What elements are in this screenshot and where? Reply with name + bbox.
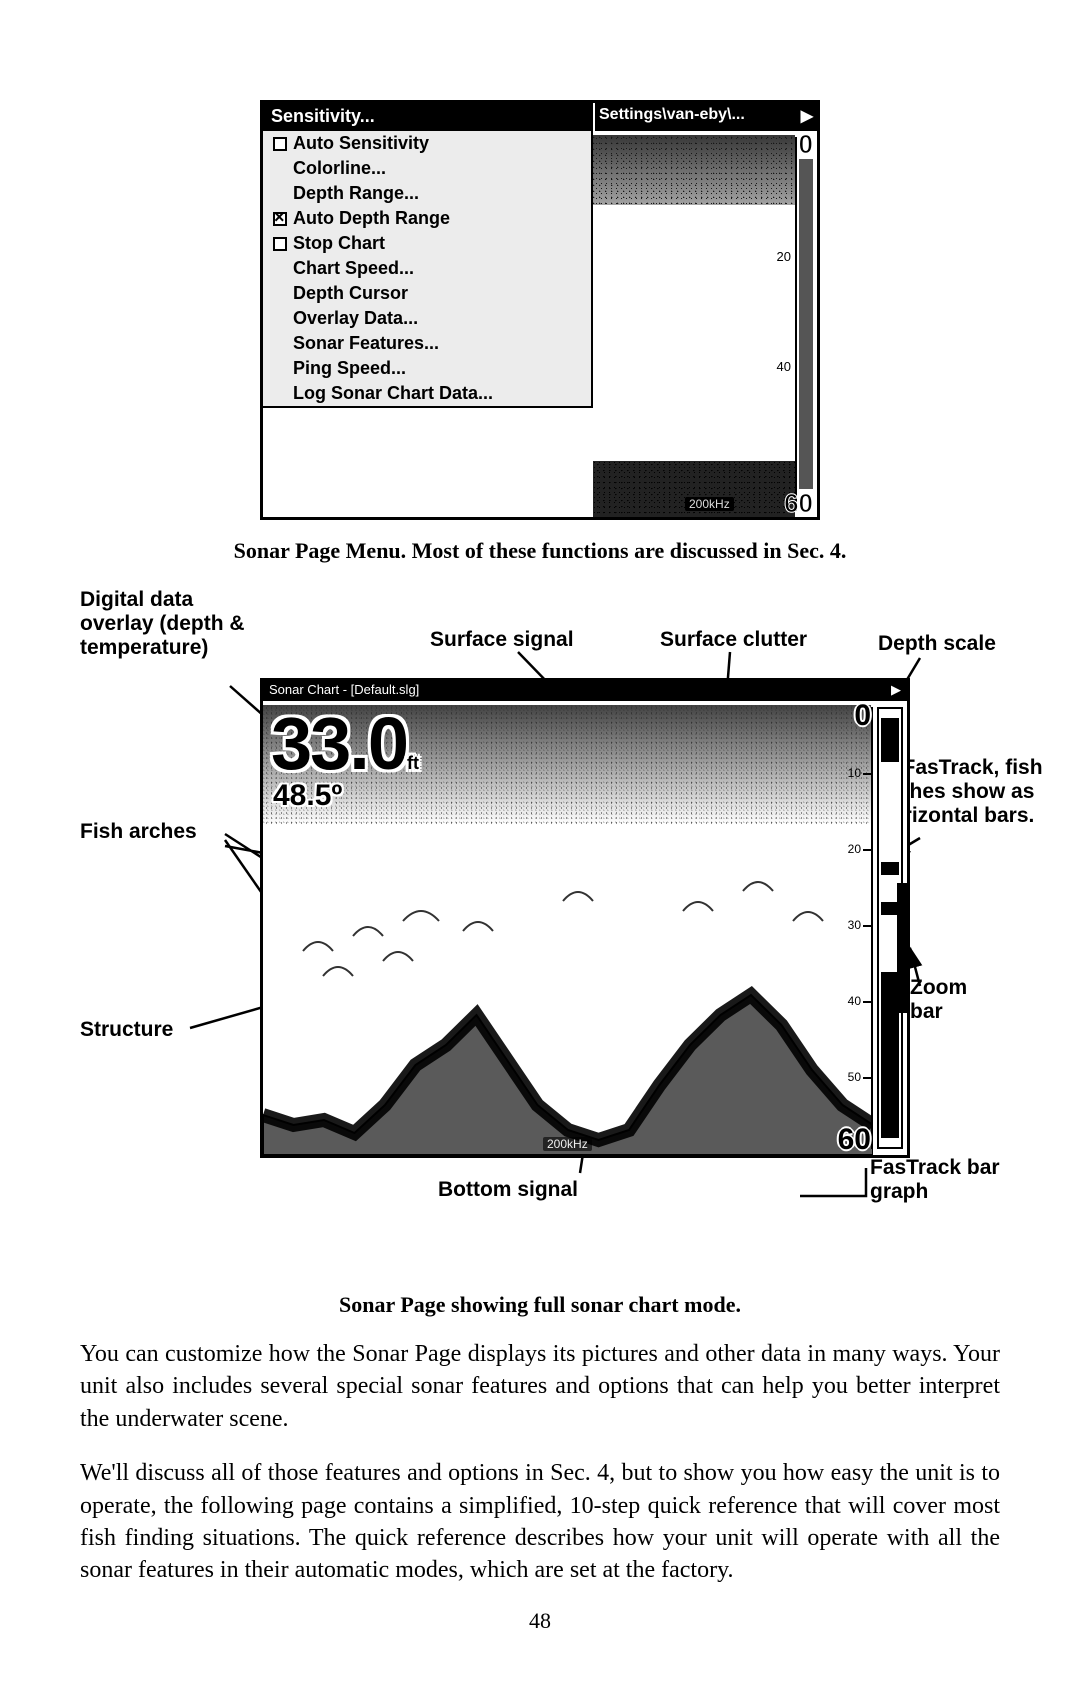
fig2-tick-label: 50 — [848, 1070, 861, 1084]
ann-bottom-signal: Bottom signal — [438, 1178, 578, 1202]
fig1-scale-40: 40 — [777, 359, 791, 374]
figure-1-wrap: Sensitivity... Settings\van-eby\... ▶ Au… — [260, 100, 820, 520]
fig1-menu-item[interactable]: Stop Chart — [263, 231, 591, 256]
fig1-menu-label: Sonar Features... — [293, 333, 439, 354]
fig2-body: 10 20 30 40 50 0 60 33.0ft 48.5º 200kHz — [263, 701, 907, 1155]
fig1-menu[interactable]: Auto Sensitivity Colorline... Depth Range.… — [263, 131, 593, 408]
fig1-right-bar — [799, 159, 813, 489]
fig2-khz-label: 200kHz — [543, 1137, 592, 1151]
fig1-titlebar: Sensitivity... Settings\van-eby\... ▶ — [263, 103, 817, 131]
menu-spacer — [273, 387, 287, 401]
fig1-menu-item[interactable]: Sonar Features... — [263, 331, 591, 356]
fig1-sonar-area: 0 20 40 60 200kHz — [593, 131, 817, 517]
fig2-depth-unit: ft — [407, 753, 419, 773]
fig1-menu-item[interactable]: Auto Sensitivity — [263, 131, 591, 156]
arrow-right-icon: ▶ — [891, 682, 901, 698]
fig1-title-left: Sensitivity... — [263, 103, 593, 131]
caption-2: Sonar Page showing full sonar chart mode… — [80, 1292, 1000, 1318]
fig1-menu-label: Colorline... — [293, 158, 386, 179]
fig1-menu-item[interactable]: Auto Depth Range — [263, 206, 591, 231]
fig1-menu-label: Depth Range... — [293, 183, 419, 204]
figure-1: Sensitivity... Settings\van-eby\... ▶ Au… — [260, 100, 820, 520]
fig2-scale-0: 0 — [854, 699, 871, 733]
ann-depth-scale: Depth scale — [878, 632, 996, 656]
fig2-zoom-bar — [897, 883, 907, 1013]
fig2-tick — [863, 849, 873, 851]
fig1-menu-item[interactable]: Depth Range... — [263, 181, 591, 206]
fig1-surface-noise — [593, 135, 795, 205]
fig1-depth-ruler — [795, 137, 797, 511]
paragraph-1: You can customize how the Sonar Page dis… — [80, 1338, 1000, 1435]
fig1-menu-label: Ping Speed... — [293, 358, 406, 379]
menu-spacer — [273, 162, 287, 176]
checkbox-icon — [273, 237, 287, 251]
paragraph-2: We'll discuss all of those features and … — [80, 1457, 1000, 1587]
checkbox-icon — [273, 137, 287, 151]
manual-page: Sensitivity... Settings\van-eby\... ▶ Au… — [80, 100, 1000, 1609]
fig1-menu-label: Auto Sensitivity — [293, 133, 429, 154]
page-number: 48 — [0, 1608, 1080, 1634]
fig1-menu-item[interactable]: Ping Speed... — [263, 356, 591, 381]
fig1-menu-label: Stop Chart — [293, 233, 385, 254]
menu-spacer — [273, 337, 287, 351]
fig2-tick-label: 20 — [848, 842, 861, 856]
fastrack-segment — [881, 718, 899, 762]
fig1-menu-label: Overlay Data... — [293, 308, 418, 329]
fig1-menu-item[interactable]: Colorline... — [263, 156, 591, 181]
fig1-scale-60: 60 — [784, 488, 813, 519]
fig1-menu-label: Depth Cursor — [293, 283, 408, 304]
ann-structure: Structure — [80, 1018, 173, 1042]
fig2-depth-overlay: 33.0ft — [271, 701, 419, 786]
fig2-scale-60: 60 — [838, 1123, 871, 1157]
ann-surface-signal: Surface signal — [430, 628, 574, 652]
fig1-scale-0: 0 — [799, 129, 813, 160]
menu-spacer — [273, 262, 287, 276]
menu-spacer — [273, 287, 287, 301]
fig2-tick — [863, 1001, 873, 1003]
fig2-tick-label: 30 — [848, 918, 861, 932]
fig1-title-right-text: Settings\van-eby\... — [599, 106, 745, 123]
ann-surface-clutter: Surface clutter — [660, 628, 807, 652]
menu-spacer — [273, 362, 287, 376]
fig1-menu-item[interactable]: Depth Cursor — [263, 281, 591, 306]
fig1-menu-label: Auto Depth Range — [293, 208, 450, 229]
fig1-menu-label: Log Sonar Chart Data... — [293, 383, 493, 404]
fig1-menu-label: Chart Speed... — [293, 258, 414, 279]
fig2-title-text: Sonar Chart - [Default.slg] — [269, 682, 419, 697]
fig1-title-right: Settings\van-eby\... ▶ — [593, 103, 817, 131]
figure-2: Sonar Chart - [Default.slg] ▶ — [260, 678, 910, 1158]
checkbox-icon — [273, 212, 287, 226]
fastrack-segment — [881, 862, 899, 875]
ann-fish-arches: Fish arches — [80, 820, 197, 844]
fig1-menu-item[interactable]: Log Sonar Chart Data... — [263, 381, 591, 406]
figure-2-stage: Digital data overlay (depth & temperatur… — [80, 588, 1000, 1288]
menu-spacer — [273, 312, 287, 326]
ann-fastrack-bar-graph: FasTrack bar graph — [870, 1156, 1000, 1204]
ann-zoom-bar: Zoom bar — [910, 976, 1000, 1024]
caption-1: Sonar Page Menu. Most of these functions… — [80, 538, 1000, 564]
menu-spacer — [273, 187, 287, 201]
fig1-khz-label: 200kHz — [685, 497, 734, 511]
fig1-menu-item[interactable]: Chart Speed... — [263, 256, 591, 281]
arrow-right-icon: ▶ — [801, 106, 813, 126]
fig2-temperature-overlay: 48.5º — [273, 779, 342, 813]
fig2-depth-value: 33.0 — [271, 702, 407, 785]
ann-digital-overlay: Digital data overlay (depth & temperatur… — [80, 588, 255, 660]
fig1-menu-item[interactable]: Overlay Data... — [263, 306, 591, 331]
fig2-tick-label: 10 — [848, 766, 861, 780]
fig2-tick-label: 40 — [848, 994, 861, 1008]
fig2-titlebar: Sonar Chart - [Default.slg] ▶ — [263, 681, 907, 701]
fig2-tick — [863, 1077, 873, 1079]
fig2-tick — [863, 773, 873, 775]
fig1-scale-20: 20 — [777, 249, 791, 264]
fig2-tick — [863, 925, 873, 927]
